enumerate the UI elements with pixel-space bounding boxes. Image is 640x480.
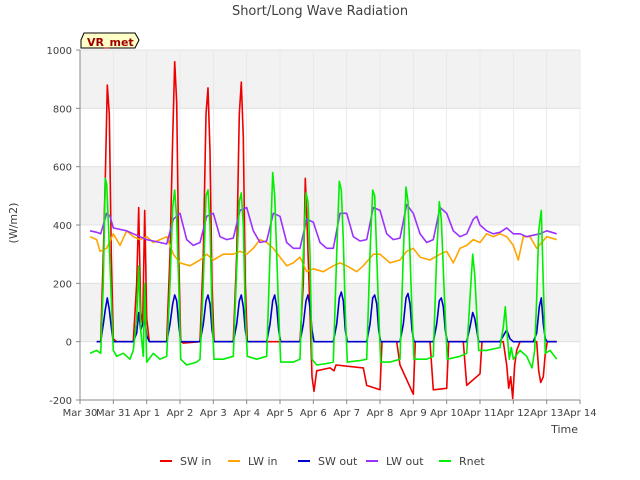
x-tick-label: Apr 9 [400,408,427,419]
legend-item: LW in [228,455,278,468]
chart-title: Short/Long Wave Radiation [232,4,408,19]
legend-item: LW out [366,455,424,468]
plot-band [80,166,580,225]
x-tick-label: Apr 5 [267,408,294,419]
x-tick-label: Apr 7 [333,408,360,419]
y-axis-label: (W/m2) [7,203,20,244]
series-line-lw-out [89,203,557,250]
legend-label: SW in [180,455,211,468]
x-tick-label: Apr 13 [530,408,563,419]
x-tick-label: Apr 11 [463,408,496,419]
x-tick-label: Apr 12 [497,408,530,419]
series-layer [89,60,558,400]
y-tick-label: -200 [49,396,72,407]
legend-item: SW in [160,455,211,468]
legend-label: LW out [386,455,424,468]
series-line-lw-in [89,230,557,273]
series-line-rnet [89,171,558,369]
x-tick-label: Apr 10 [430,408,463,419]
x-tick-label: Apr 3 [200,408,227,419]
x-tick-label: Apr 1 [133,408,160,419]
x-tick-label: Mar 31 [96,408,131,419]
badge-label: VR_met [87,36,134,49]
legend: SW in LW in SW out LW out Rnet [160,455,485,468]
badge-shape [80,32,140,49]
x-tick-label: Apr 2 [167,408,194,419]
legend-label: Rnet [459,455,485,468]
x-tick-label: Apr 4 [233,408,260,419]
station-badge: VR_met [80,32,140,49]
y-tick-label: 1000 [47,46,72,57]
y-tick-label: 400 [53,221,72,232]
legend-item: SW out [298,455,358,468]
x-tick-label: Apr 8 [367,408,394,419]
x-tick-label: Mar 30 [63,408,98,419]
x-axis-label: Time [550,423,578,436]
y-tick-label: 0 [66,338,72,349]
legend-label: LW in [248,455,278,468]
legend-item: Rnet [439,455,485,468]
plot-band [80,50,580,109]
x-tick-label: Apr 6 [300,408,327,419]
y-tick-label: 200 [53,279,72,290]
plot-band [80,283,580,342]
x-tick-label: Apr 14 [563,408,596,419]
legend-label: SW out [318,455,358,468]
y-tick-label: 600 [53,163,72,174]
y-tick-label: 800 [53,104,72,115]
